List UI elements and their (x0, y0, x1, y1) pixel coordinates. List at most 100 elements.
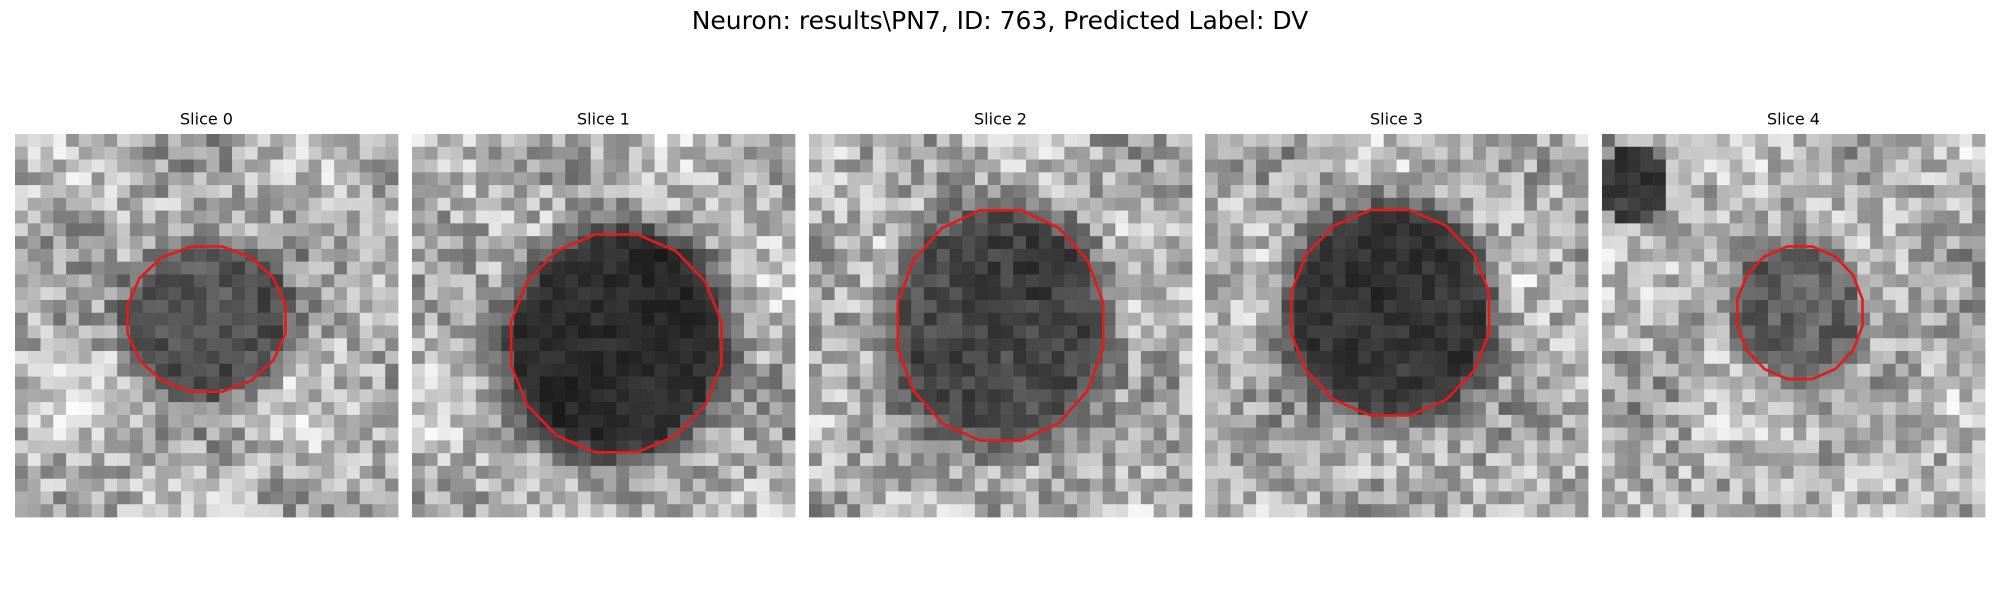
pixel (1870, 236, 1884, 250)
pixel (1653, 363, 1667, 377)
pixel (40, 274, 54, 288)
pixel (168, 453, 182, 467)
pixel (821, 236, 835, 250)
pixel (1806, 312, 1820, 326)
pixel (180, 427, 195, 441)
image-panel: Slice 0 (15, 110, 399, 518)
pixel (346, 478, 361, 492)
pixel (257, 159, 271, 173)
pixel (1396, 261, 1410, 275)
pixel (1946, 248, 1960, 263)
pixel (91, 274, 105, 288)
pixel (1882, 210, 1897, 224)
pixel (1549, 440, 1563, 454)
pixel (1473, 491, 1487, 505)
pixel (898, 491, 912, 505)
pixel (270, 478, 284, 492)
pixel (1026, 338, 1040, 352)
pixel (936, 185, 950, 199)
pixel (437, 465, 451, 480)
pixel (1102, 376, 1116, 390)
pixel (603, 261, 617, 275)
pixel (1485, 146, 1500, 160)
pixel (552, 491, 566, 505)
pixel (1959, 287, 1973, 301)
pixel (1038, 312, 1052, 326)
pixel (40, 185, 54, 199)
pixel (372, 274, 386, 288)
pixel (923, 440, 938, 454)
pixel (257, 312, 271, 326)
pixel (1562, 478, 1576, 492)
pixel (1755, 172, 1769, 186)
pixel (847, 478, 861, 492)
pixel (1396, 363, 1410, 377)
pixel (1217, 274, 1231, 288)
pixel (565, 465, 579, 480)
pixel (66, 261, 80, 275)
pixel (1166, 389, 1180, 403)
pixel (270, 261, 284, 275)
pixel (1294, 389, 1308, 403)
pixel (603, 453, 617, 467)
pixel (1319, 504, 1334, 518)
pixel (1230, 402, 1244, 416)
pixel (1153, 134, 1167, 148)
pixel (756, 363, 770, 377)
pixel (821, 376, 835, 390)
pixel (308, 414, 322, 429)
pixel (1806, 504, 1820, 518)
pixel (629, 427, 643, 441)
pixel (526, 414, 541, 429)
pixel (1946, 134, 1960, 148)
pixel (15, 351, 29, 365)
pixel (142, 351, 156, 365)
pixel (1409, 453, 1423, 467)
pixel (501, 465, 515, 480)
pixel (1422, 351, 1436, 365)
pixel (1908, 146, 1922, 160)
pixel (1678, 351, 1692, 365)
pixel (885, 261, 899, 275)
pixel (1716, 261, 1731, 275)
pixel (1498, 185, 1512, 199)
pixel (1704, 402, 1718, 416)
pixel (1780, 363, 1794, 377)
pixel (1256, 261, 1270, 275)
pixel (1307, 376, 1321, 390)
pixel (1115, 478, 1129, 492)
pixel (603, 363, 617, 377)
pixel (206, 465, 220, 480)
pixel (308, 134, 322, 148)
pixel (1409, 427, 1423, 441)
pixel (680, 134, 694, 148)
pixel (1575, 261, 1589, 275)
pixel (1128, 465, 1142, 480)
pixel (1319, 376, 1334, 390)
pixel (1549, 274, 1563, 288)
pixel (949, 465, 963, 480)
pixel (346, 210, 361, 224)
pixel (769, 351, 783, 365)
pixel (1806, 299, 1820, 314)
pixel (1319, 351, 1334, 365)
pixel (1051, 491, 1065, 505)
pixel (1268, 414, 1282, 429)
pixel (206, 159, 220, 173)
pixel (1115, 376, 1129, 390)
pixel (629, 414, 643, 429)
pixel (705, 146, 719, 160)
pixel (1665, 402, 1679, 416)
pixel (1077, 491, 1091, 505)
pixel (1281, 504, 1295, 518)
pixel (450, 363, 464, 377)
pixel (66, 325, 80, 339)
pixel (1767, 299, 1782, 314)
pixel (129, 453, 144, 467)
pixel (1653, 427, 1667, 441)
pixel (219, 274, 233, 288)
pixel (1307, 185, 1321, 199)
pixel (1166, 146, 1180, 160)
pixel (1268, 465, 1282, 480)
pixel (1498, 351, 1512, 365)
